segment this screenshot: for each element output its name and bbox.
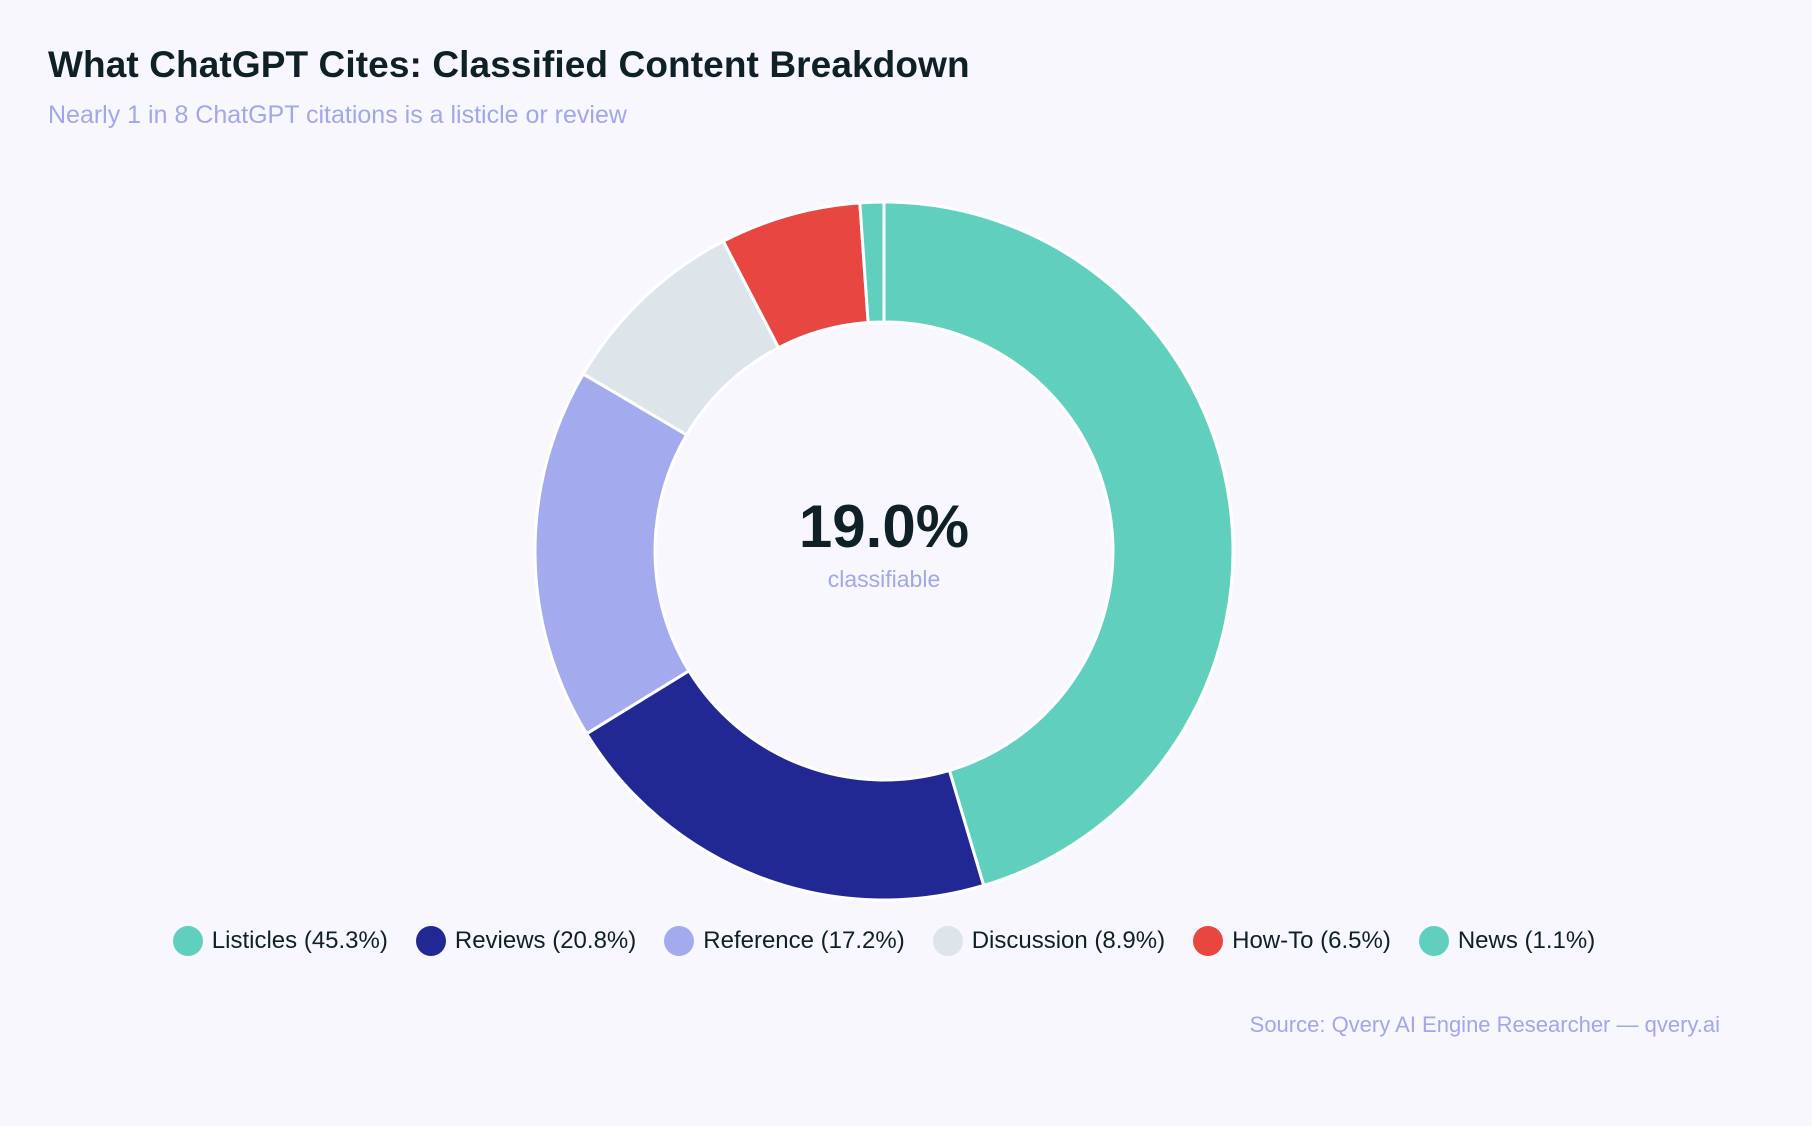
slice-listicles	[882, 200, 1235, 888]
slice-news	[858, 200, 886, 325]
donut-slices	[533, 200, 1235, 902]
legend-label-discussion: Discussion (8.9%)	[971, 927, 1166, 954]
legend-label-how-to: How-To (6.5%)	[1232, 927, 1391, 954]
legend-swatch-reference	[664, 926, 695, 956]
legend-swatch-listicles	[172, 926, 203, 956]
legend-item-discussion: Discussion (8.9%)	[932, 926, 1166, 956]
slice-reference	[533, 371, 691, 736]
legend-swatch-discussion	[932, 926, 963, 956]
legend-label-reference: Reference (17.2%)	[703, 927, 905, 954]
legend-label-news: News (1.1%)	[1457, 927, 1596, 954]
legend-swatch-news	[1418, 926, 1449, 956]
source-note: Source: Qvery AI Engine Researcher — qve…	[1249, 1012, 1720, 1037]
center-value: 19.0%	[799, 493, 969, 560]
legend-item-news: News (1.1%)	[1418, 926, 1596, 956]
donut-chart: 19.0% classifiable	[533, 200, 1235, 902]
legend-label-reviews: Reviews (20.8%)	[454, 927, 637, 954]
legend-item-reviews: Reviews (20.8%)	[415, 926, 637, 956]
legend-item-reference: Reference (17.2%)	[664, 926, 905, 956]
legend-swatch-how-to	[1193, 926, 1224, 956]
slice-reviews	[584, 668, 986, 902]
center-label: classifiable	[828, 566, 941, 592]
legend-item-how-to: How-To (6.5%)	[1193, 926, 1391, 956]
legend-label-listicles: Listicles (45.3%)	[211, 927, 388, 954]
chart-subtitle: Nearly 1 in 8 ChatGPT citations is a lis…	[48, 101, 627, 129]
chart-legend: Listicles (45.3%) Reviews (20.8%) Referenc…	[0, 926, 1768, 956]
legend-item-listicles: Listicles (45.3%)	[172, 926, 388, 956]
chart-title: What ChatGPT Cites: Classified Content B…	[48, 44, 970, 85]
legend-swatch-reviews	[415, 926, 446, 956]
